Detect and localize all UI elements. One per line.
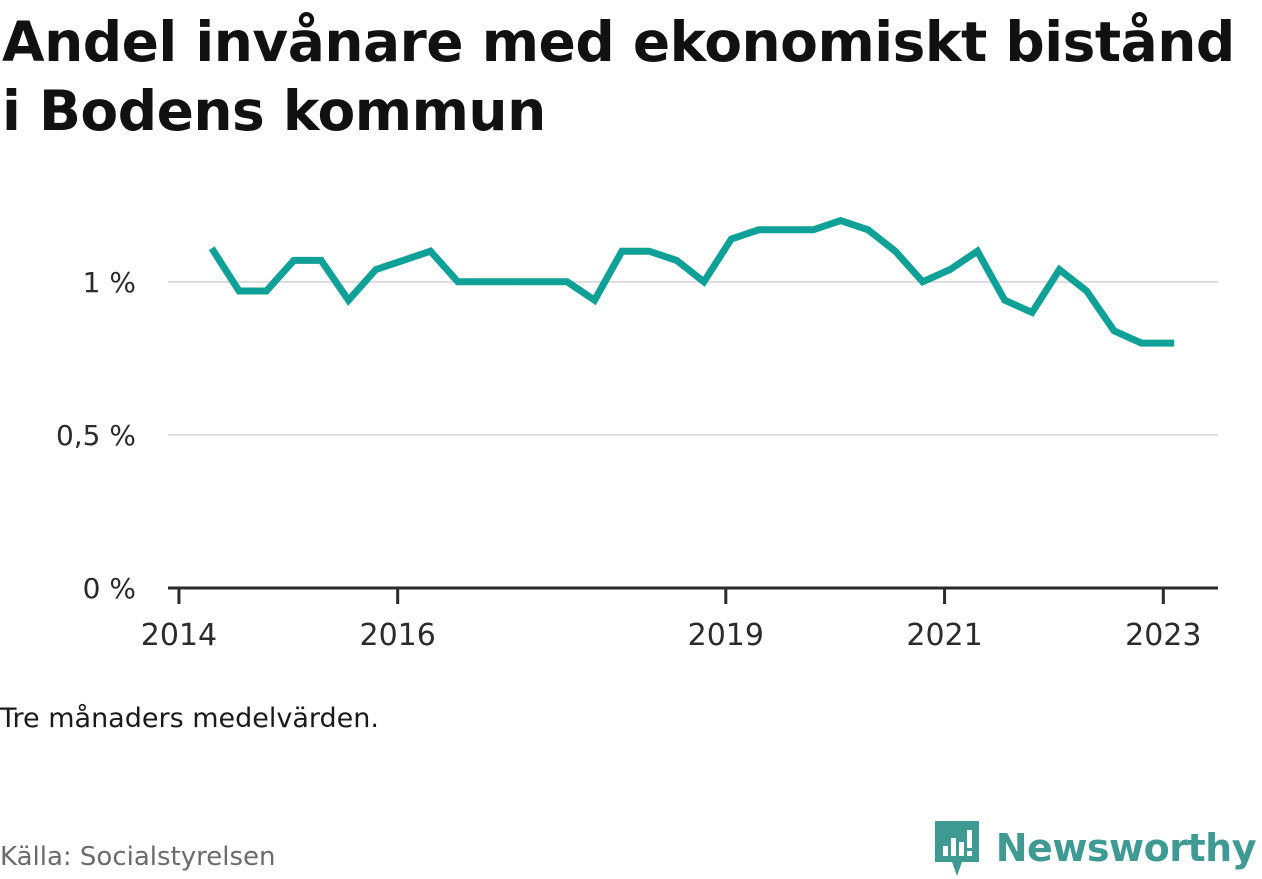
source-credit: Källa: Socialstyrelsen bbox=[0, 842, 276, 872]
y-tick-label: 0,5 % bbox=[56, 419, 136, 452]
brand-logo: Newsworthy bbox=[932, 818, 1257, 878]
y-tick-label: 1 % bbox=[83, 266, 136, 299]
gridlines bbox=[168, 280, 1218, 436]
line-chart: 0 % 0,5 % 1 % 2014 2016 2019 2021 2023 bbox=[56, 216, 1218, 653]
chart-note: Tre månaders medelvärden. bbox=[0, 703, 379, 734]
y-tick-label: 0 % bbox=[83, 572, 136, 605]
brand-name: Newsworthy bbox=[995, 826, 1257, 870]
x-axis-ticks: 2014 2016 2019 2021 2023 bbox=[141, 588, 1201, 653]
series-line bbox=[208, 216, 1175, 347]
x-tick-label: 2016 bbox=[360, 618, 436, 653]
x-tick-label: 2014 bbox=[141, 618, 217, 653]
x-tick-label: 2019 bbox=[688, 618, 764, 653]
series-points bbox=[211, 220, 1175, 344]
chart-title: Andel invånare med ekonomiskt bistånd i … bbox=[2, 10, 1235, 143]
x-tick-label: 2023 bbox=[1125, 618, 1201, 653]
x-tick-label: 2021 bbox=[906, 618, 982, 653]
y-axis-ticks: 0 % 0,5 % 1 % bbox=[56, 266, 136, 605]
newsworthy-logo-icon bbox=[934, 821, 979, 876]
